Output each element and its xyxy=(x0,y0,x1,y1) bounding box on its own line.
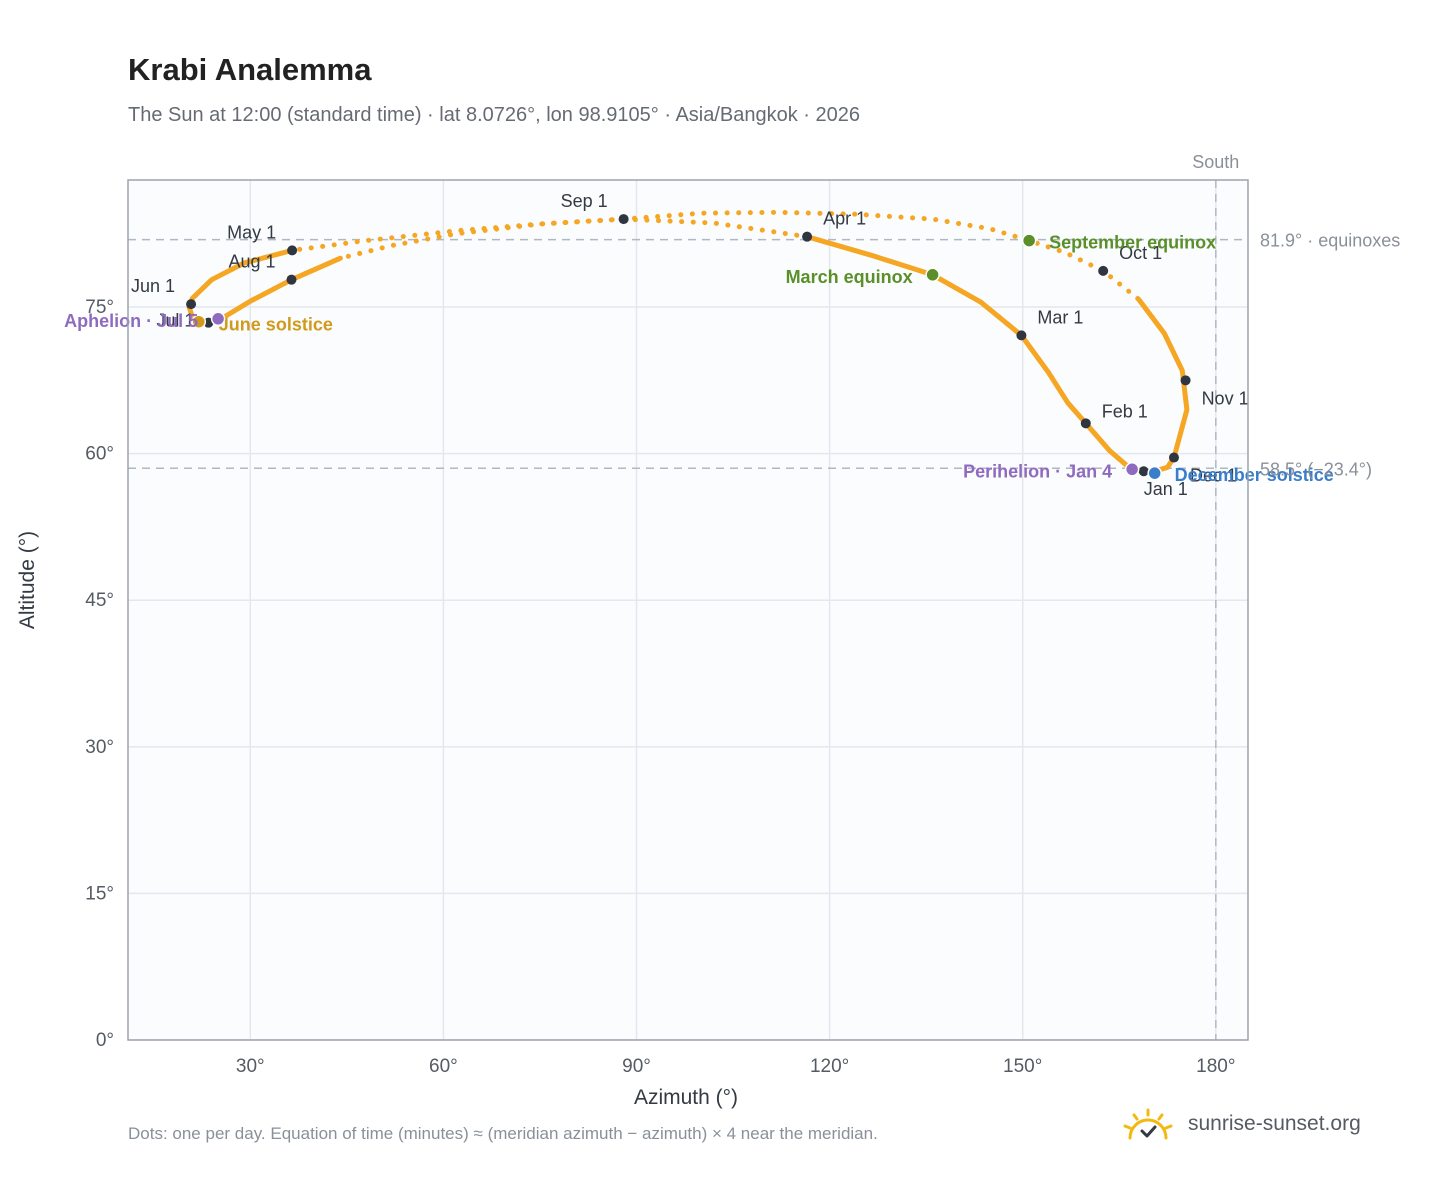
x-tick-label: 120° xyxy=(810,1056,849,1077)
event-point xyxy=(1021,233,1037,248)
event-point xyxy=(210,311,226,327)
event-point xyxy=(1147,465,1162,481)
month-label: Jan 1 xyxy=(1144,479,1188,499)
event-point xyxy=(925,267,940,283)
month-point xyxy=(186,299,197,310)
plot-area xyxy=(128,180,1248,1040)
month-point xyxy=(1180,375,1191,386)
month-label: Dec 1 xyxy=(1190,466,1237,486)
plot-frame xyxy=(127,179,1249,1041)
x-tick-label: 30° xyxy=(236,1056,265,1077)
event-label: September equinox xyxy=(1049,233,1216,253)
month-label: May 1 xyxy=(227,222,276,242)
page-subtitle: The Sun at 12:00 (standard time) · lat 8… xyxy=(128,104,861,126)
y-tick-label: 30° xyxy=(85,737,114,758)
footnote: Dots: one per day. Equation of time (min… xyxy=(128,1124,878,1143)
reference-lines xyxy=(128,180,1248,1040)
month-point xyxy=(618,214,629,225)
month-point xyxy=(1168,452,1179,463)
month-point xyxy=(1080,418,1091,429)
reference-line-label: 81.9° · equinoxes xyxy=(1260,231,1400,251)
month-label: Jul 1 xyxy=(156,311,194,331)
x-tick-label: 90° xyxy=(622,1056,651,1077)
y-tick-label: 75° xyxy=(85,297,114,318)
month-point xyxy=(286,274,297,285)
month-label: Nov 1 xyxy=(1202,388,1249,408)
month-label: Aug 1 xyxy=(228,252,275,272)
month-point xyxy=(1138,466,1149,477)
event-point xyxy=(191,314,207,329)
event-label: Aphelion · Jul 5 xyxy=(64,311,198,331)
y-axis-label: Altitude (°) xyxy=(16,531,39,629)
month-label: Feb 1 xyxy=(1102,401,1148,421)
x-axis-label: Azimuth (°) xyxy=(634,1086,738,1109)
month-markers: Jan 1 Feb 1 Mar 1 Apr 1 May 1 Jun 1 Jul 1 Aug 1… xyxy=(131,191,1249,499)
month-point xyxy=(1016,330,1027,341)
month-label: Apr 1 xyxy=(823,209,866,229)
x-tick-label: 60° xyxy=(429,1056,458,1077)
month-label: Oct 1 xyxy=(1119,243,1162,263)
month-point xyxy=(1098,265,1109,276)
x-tick-label: 180° xyxy=(1196,1056,1235,1077)
month-label: Sep 1 xyxy=(561,191,608,211)
analemma-dense-segment xyxy=(1136,296,1190,460)
brand-name: sunrise-sunset.org xyxy=(1188,1112,1361,1135)
month-point xyxy=(287,245,298,256)
x-tick-label: 150° xyxy=(1003,1056,1042,1077)
y-tick-label: 0° xyxy=(96,1030,114,1051)
y-tick-label: 15° xyxy=(85,883,114,904)
reference-line-label: 58.5° (−23.4°) xyxy=(1260,459,1372,479)
month-point xyxy=(802,231,813,242)
event-markers: March equinox September equinox June solst… xyxy=(64,233,1334,486)
sun-logo-icon xyxy=(1123,1108,1173,1140)
brand[interactable]: sunrise-sunset.org xyxy=(1120,1104,1361,1144)
meridian-label: South xyxy=(1192,152,1239,172)
month-point xyxy=(203,317,214,328)
axes: 30° 60° 90° 120° 150° 180° 0° 15° 30° 45° 60° 75° Az… xyxy=(16,152,1400,1109)
event-label: March equinox xyxy=(786,267,913,287)
month-label: Mar 1 xyxy=(1037,307,1083,327)
y-tick-label: 45° xyxy=(85,590,114,611)
event-point xyxy=(1124,462,1140,477)
event-label: June solstice xyxy=(219,315,333,335)
page-title: Krabi Analemma xyxy=(128,52,372,87)
y-tick-label: 60° xyxy=(85,444,114,465)
month-label: Jun 1 xyxy=(131,276,175,296)
event-label: December solstice xyxy=(1175,465,1334,485)
event-label: Perihelion · Jan 4 xyxy=(963,461,1112,481)
